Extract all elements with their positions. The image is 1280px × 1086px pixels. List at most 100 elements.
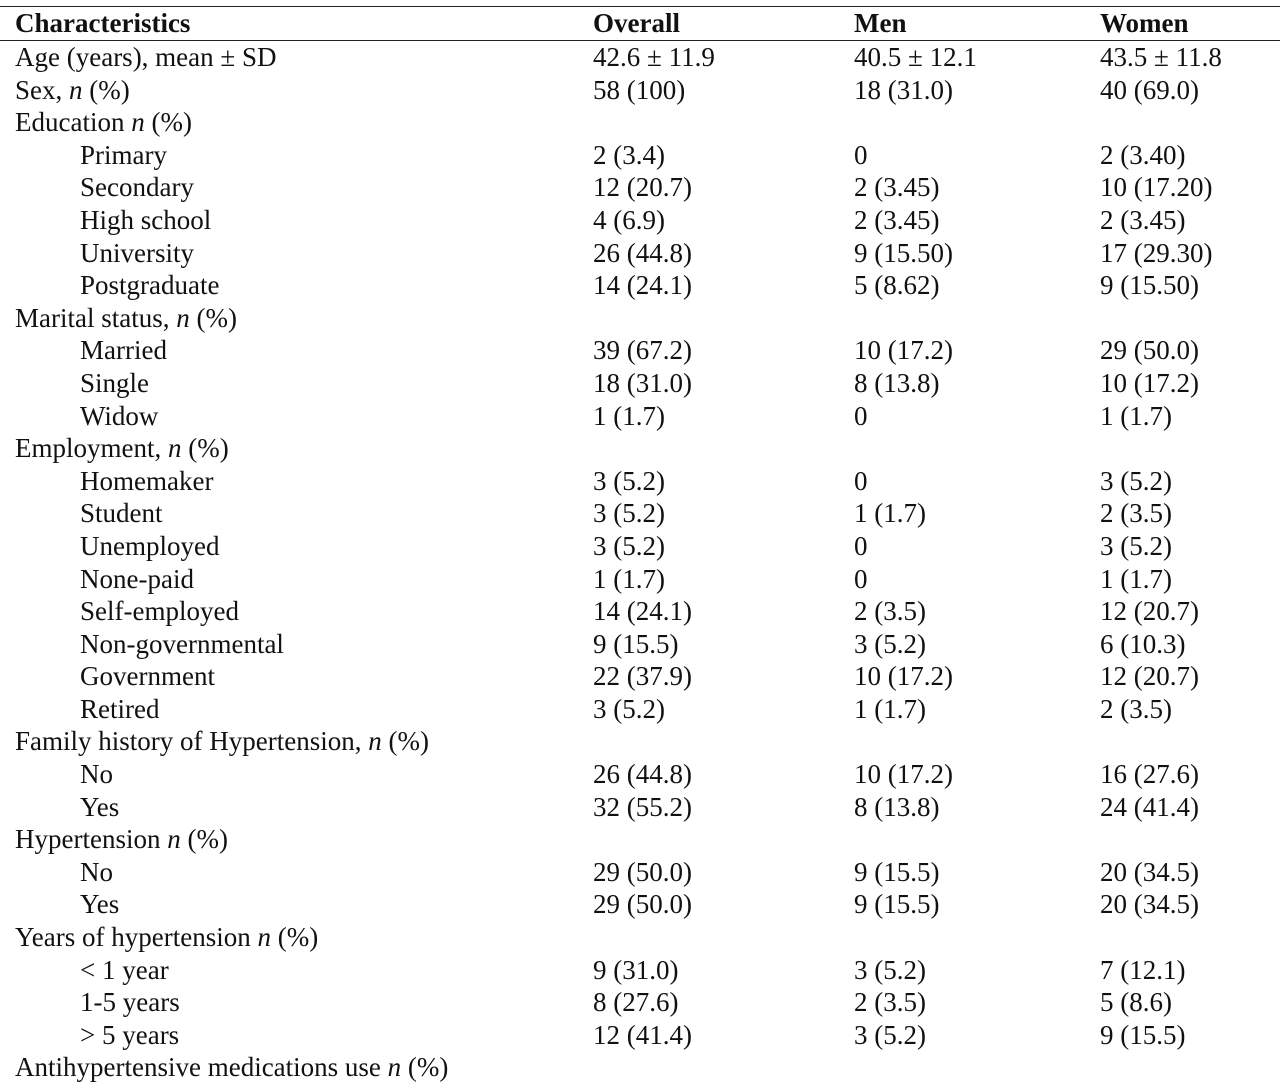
row-label: Primary: [80, 139, 167, 172]
row-label: Postgraduate: [80, 269, 219, 302]
row-label: Student: [80, 497, 163, 530]
cell-men: 9 (15.50): [854, 237, 953, 268]
row-label-n: n: [167, 433, 182, 464]
cell-women: 6 (10.3): [1100, 628, 1186, 659]
cell-women: 3 (5.2): [1100, 465, 1172, 496]
row-label-text: > 5 years: [80, 1019, 180, 1050]
row-label-text: No: [80, 759, 113, 790]
table-top-rule: [0, 6, 1280, 7]
row-label-n: n: [176, 302, 190, 333]
row-label: Sex, n (%): [15, 74, 130, 107]
cell-overall: 58 (100): [593, 74, 686, 105]
row-label: Hypertension n (%): [15, 823, 228, 856]
row-label-n: n: [257, 922, 271, 953]
header-men: Men: [854, 8, 907, 38]
row-label-unit: (%): [181, 433, 229, 464]
cell-women: 10 (17.20): [1100, 172, 1213, 203]
table-row: 1-5 years 8 (27.6) 2 (3.5) 5 (8.6): [0, 986, 1280, 1019]
row-label-unit: (%): [381, 726, 429, 757]
cell-men: 3 (5.2): [854, 628, 926, 659]
cell-women: 5 (8.6): [1100, 987, 1172, 1018]
table-row: Government 22 (37.9) 10 (17.2) 12 (20.7): [0, 660, 1280, 693]
cell-women: 24 (41.4): [1100, 791, 1199, 822]
row-label: Non-governmental: [80, 628, 284, 661]
cell-men: 1 (1.7): [854, 498, 926, 529]
cell-overall: 18 (31.0): [593, 367, 692, 398]
cell-men: 1 (1.7): [854, 693, 926, 724]
cell-overall: 29 (50.0): [593, 889, 692, 920]
row-label: Education n (%): [15, 106, 192, 139]
row-label: Marital status, n (%): [15, 302, 237, 335]
cell-overall: 26 (44.8): [593, 237, 692, 268]
cell-men: 10 (17.2): [854, 661, 953, 692]
row-label-n: n: [69, 74, 83, 105]
row-label: Secondary: [80, 171, 194, 204]
cell-overall: 4 (6.9): [593, 204, 665, 235]
row-label-unit: (%): [270, 922, 319, 953]
table-row: Single 18 (31.0) 8 (13.8) 10 (17.2): [0, 367, 1280, 400]
table-row: Homemaker 3 (5.2) 0 3 (5.2): [0, 465, 1280, 498]
cell-women: 9 (15.50): [1100, 270, 1199, 301]
row-label-text: Family history of Hypertension,: [15, 726, 369, 757]
row-label-text: Retired: [80, 693, 160, 724]
table-row: Age (years), mean ± SD 42.6 ± 11.9 40.5 ± …: [0, 41, 1280, 74]
cell-women: 1 (1.7): [1100, 563, 1172, 594]
row-label: Unemployed: [80, 530, 219, 563]
table-row: Retired 3 (5.2) 1 (1.7) 2 (3.5): [0, 693, 1280, 726]
row-label-text: Homemaker: [80, 465, 214, 496]
cell-overall: 3 (5.2): [593, 465, 665, 496]
table-row: Education n (%): [0, 106, 1280, 139]
row-label: Yes: [80, 888, 119, 921]
row-label-text: Government: [80, 661, 215, 692]
row-label: Widow: [80, 400, 158, 433]
cell-men: 2 (3.45): [854, 172, 940, 203]
table-row: < 1 year 9 (31.0) 3 (5.2) 7 (12.1): [0, 954, 1280, 987]
row-label-n: n: [368, 726, 382, 757]
cell-women: 40 (69.0): [1100, 74, 1199, 105]
cell-overall: 22 (37.9): [593, 661, 692, 692]
cell-women: 3 (5.2): [1100, 530, 1172, 561]
row-label-text: No: [80, 856, 113, 887]
header-overall: Overall: [593, 8, 680, 38]
header-characteristics: Characteristics: [15, 8, 191, 38]
row-label: Yes: [80, 791, 119, 824]
cell-men: 0: [854, 530, 868, 561]
row-label: < 1 year: [80, 954, 169, 987]
row-label-text: Education: [15, 107, 132, 138]
row-label-text: Single: [80, 367, 150, 398]
row-label-unit: (%): [180, 824, 228, 855]
table-row: Employment, n (%): [0, 432, 1280, 465]
demographics-table: Characteristics Overall Men Women Age (y…: [0, 6, 1280, 1084]
table-row: Yes 29 (50.0) 9 (15.5) 20 (34.5): [0, 888, 1280, 921]
cell-women: 10 (17.2): [1100, 367, 1199, 398]
cell-men: 0: [854, 400, 868, 431]
cell-women: 16 (27.6): [1100, 759, 1199, 790]
cell-overall: 39 (67.2): [593, 335, 692, 366]
row-label-text: Student: [80, 498, 163, 529]
row-label-text: 1-5 years: [80, 987, 180, 1018]
cell-overall: 9 (31.0): [593, 954, 679, 985]
row-label: Family history of Hypertension, n (%): [15, 725, 429, 758]
row-label: Married: [80, 334, 167, 367]
cell-overall: 12 (20.7): [593, 172, 692, 203]
cell-overall: 8 (27.6): [593, 987, 679, 1018]
table-row: Married 39 (67.2) 10 (17.2) 29 (50.0): [0, 334, 1280, 367]
row-label: 1-5 years: [80, 986, 180, 1019]
row-label: Government: [80, 660, 215, 693]
table-row: Yes 32 (55.2) 8 (13.8) 24 (41.4): [0, 791, 1280, 824]
table-row: High school 4 (6.9) 2 (3.45) 2 (3.45): [0, 204, 1280, 237]
cell-men: 0: [854, 563, 868, 594]
row-label: Single: [80, 367, 149, 400]
table-row: Widow 1 (1.7) 0 1 (1.7): [0, 400, 1280, 433]
table-body: Age (years), mean ± SD 42.6 ± 11.9 40.5 ± …: [0, 41, 1280, 1084]
row-label: Retired: [80, 693, 159, 726]
row-label-n: n: [167, 824, 181, 855]
row-label-unit: (%): [189, 302, 237, 333]
table-row: Years of hypertension n (%): [0, 921, 1280, 954]
table-row: Sex, n (%) 58 (100) 18 (31.0) 40 (69.0): [0, 74, 1280, 107]
row-label-text: Employment,: [15, 433, 168, 464]
cell-overall: 42.6 ± 11.9: [593, 42, 715, 72]
cell-overall: 14 (24.1): [593, 270, 692, 301]
table-row: No 26 (44.8) 10 (17.2) 16 (27.6): [0, 758, 1280, 791]
cell-men: 18 (31.0): [854, 74, 953, 105]
